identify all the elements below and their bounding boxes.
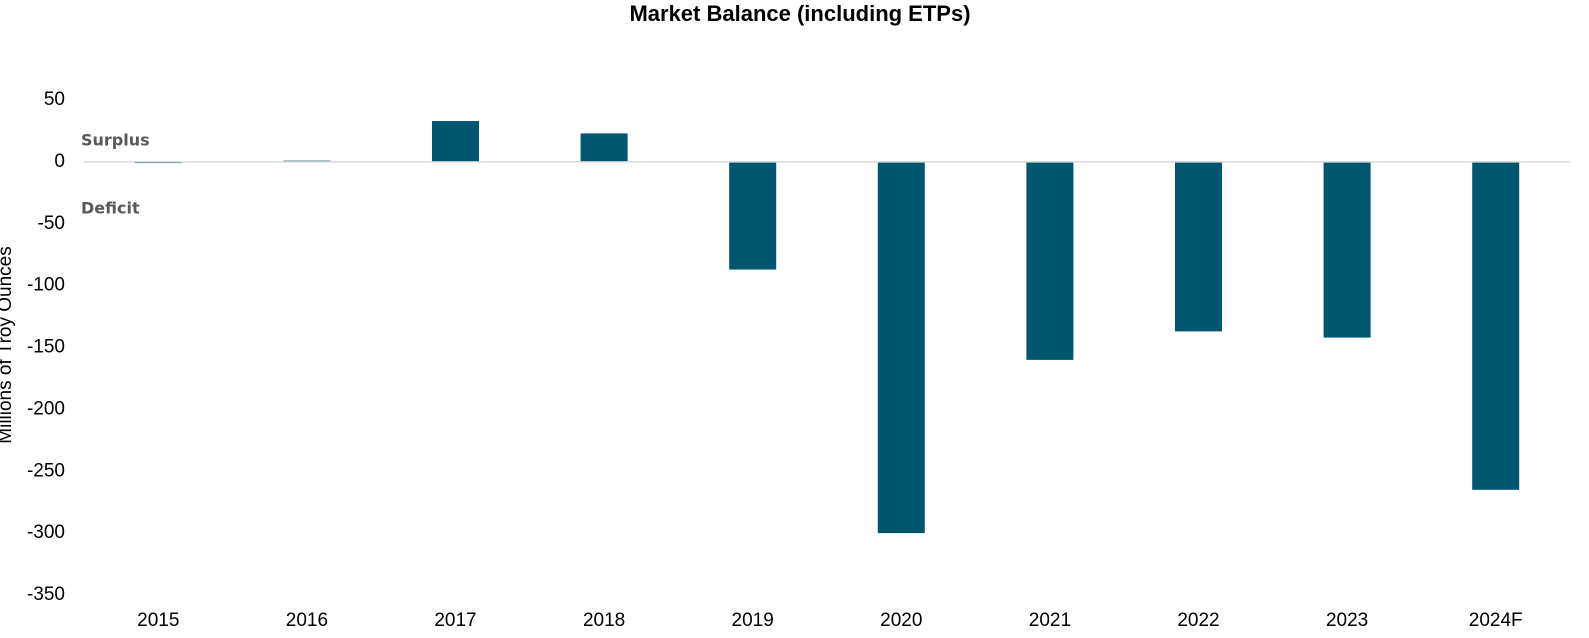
y-tick-label: -150 (27, 337, 65, 358)
y-tick-label: -300 (27, 522, 65, 543)
x-tick-label: 2019 (732, 610, 774, 631)
x-tick-label: 2016 (286, 610, 328, 631)
x-tick-label: 2021 (1029, 610, 1071, 631)
bar (1026, 161, 1074, 360)
y-tick-label: 50 (44, 89, 65, 110)
x-tick-label: 2022 (1177, 610, 1219, 631)
y-tick-label: -200 (27, 398, 65, 419)
bar (1472, 161, 1520, 490)
x-tick-label: 2018 (583, 610, 625, 631)
x-tick-label: 2017 (434, 610, 476, 631)
bar (877, 161, 925, 534)
x-tick-label: 2020 (880, 610, 922, 631)
deficit-annotation: Deficit (81, 199, 140, 218)
x-tick-label: 2024F (1469, 610, 1523, 631)
x-tick-label: 2023 (1326, 610, 1368, 631)
y-tick-label: 0 (54, 151, 65, 172)
bar (1323, 161, 1371, 338)
bar (729, 161, 777, 270)
y-tick-label: -350 (27, 584, 65, 605)
y-tick-label: -50 (38, 213, 65, 234)
x-tick-label: 2015 (137, 610, 179, 631)
bar (432, 121, 479, 162)
y-tick-label: -100 (27, 275, 65, 296)
bar (1175, 161, 1222, 332)
y-axis-label: Millions of Troy Ounces (0, 246, 16, 443)
surplus-annotation: Surplus (81, 131, 150, 150)
y-tick-label: -250 (27, 460, 65, 481)
bar (580, 133, 628, 162)
chart-title: Market Balance (including ETPs) (629, 1, 970, 26)
